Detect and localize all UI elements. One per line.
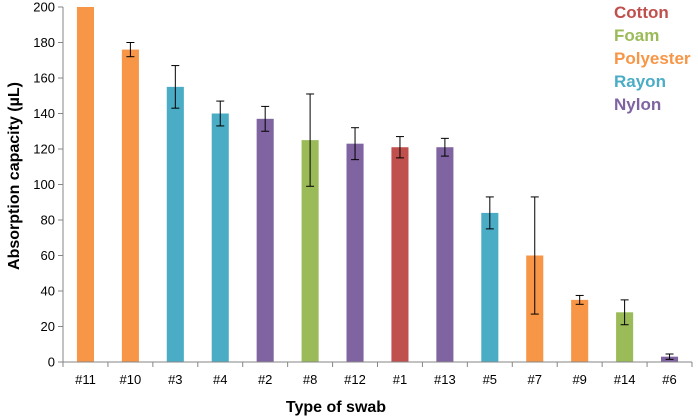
y-tick-label: 200 <box>33 0 55 15</box>
x-tick-label: #13 <box>434 372 456 387</box>
bar-swab-12 <box>346 143 364 362</box>
error-bar-swab-9 <box>575 294 584 305</box>
x-axis-title: Type of swab <box>286 399 386 416</box>
x-tick-label: #1 <box>393 372 407 387</box>
y-tick-label: 80 <box>41 213 55 228</box>
bar-swab-4 <box>211 113 229 362</box>
bar-swab-9 <box>571 299 589 362</box>
x-tick-label: #9 <box>572 372 586 387</box>
error-bar-swab-8 <box>306 93 315 187</box>
x-tick-label: #10 <box>120 372 142 387</box>
x-tick-label: #2 <box>258 372 272 387</box>
bar-swab-14 <box>616 312 634 362</box>
error-bar-swab-4 <box>216 100 225 127</box>
x-tick-label: #7 <box>528 372 542 387</box>
bars-layer <box>76 7 679 362</box>
legend-entry-foam: Foam <box>614 26 659 45</box>
legend-entry-polyester: Polyester <box>614 49 691 68</box>
bar-swab-2 <box>256 118 274 362</box>
y-tick-label: 180 <box>33 35 55 50</box>
bar-swab-1 <box>391 147 409 362</box>
legend-entry-cotton: Cotton <box>614 3 669 22</box>
x-tick-label: #8 <box>303 372 317 387</box>
y-tick-label: 100 <box>33 177 55 192</box>
error-bar-swab-1 <box>395 136 404 159</box>
x-tick-label: #14 <box>614 372 636 387</box>
legend: Cotton Foam Polyester Rayon Nylon <box>614 3 691 114</box>
error-bar-swab-10 <box>126 42 135 58</box>
y-ticks-layer: 0 20 40 60 80 100 120 140 160 180 200 <box>33 0 63 370</box>
error-bar-swab-3 <box>171 65 180 109</box>
error-bars-layer <box>126 42 674 360</box>
y-tick-label: 20 <box>41 319 55 334</box>
bar-swab-13 <box>436 147 454 362</box>
x-tick-label: #6 <box>662 372 676 387</box>
bar-swab-5 <box>481 212 499 362</box>
y-axis-title: Absorption capacity (µL) <box>6 82 23 270</box>
error-bar-swab-6 <box>665 353 674 360</box>
y-tick-label: 120 <box>33 142 55 157</box>
x-tick-label: #12 <box>344 372 366 387</box>
error-bar-swab-7 <box>530 196 539 315</box>
error-bar-swab-13 <box>440 137 449 157</box>
y-tick-label: 60 <box>41 248 55 263</box>
x-tick-label: #4 <box>213 372 227 387</box>
legend-entry-rayon: Rayon <box>614 72 666 91</box>
bar-swab-3 <box>166 86 184 362</box>
legend-entry-nylon: Nylon <box>614 95 661 114</box>
axes-layer <box>62 7 692 363</box>
y-tick-label: 0 <box>48 355 55 370</box>
bar-swab-10 <box>121 49 139 362</box>
x-tick-label: #3 <box>168 372 182 387</box>
y-tick-label: 140 <box>33 106 55 121</box>
bar-swab-11 <box>76 7 95 362</box>
x-tick-label: #5 <box>483 372 497 387</box>
x-ticks-layer: #11 #10 #3 #4 #2 #8 #12 #1 #13 #5 #7 #9 #14 #6 <box>62 362 693 387</box>
error-bar-swab-2 <box>261 105 270 132</box>
bar-swab-8 <box>301 140 319 362</box>
y-tick-label: 160 <box>33 71 55 86</box>
error-bar-swab-14 <box>620 299 629 326</box>
error-bar-swab-5 <box>485 196 494 230</box>
error-bar-swab-12 <box>351 127 360 161</box>
x-tick-label: #11 <box>75 372 96 387</box>
y-tick-label: 40 <box>41 284 55 299</box>
